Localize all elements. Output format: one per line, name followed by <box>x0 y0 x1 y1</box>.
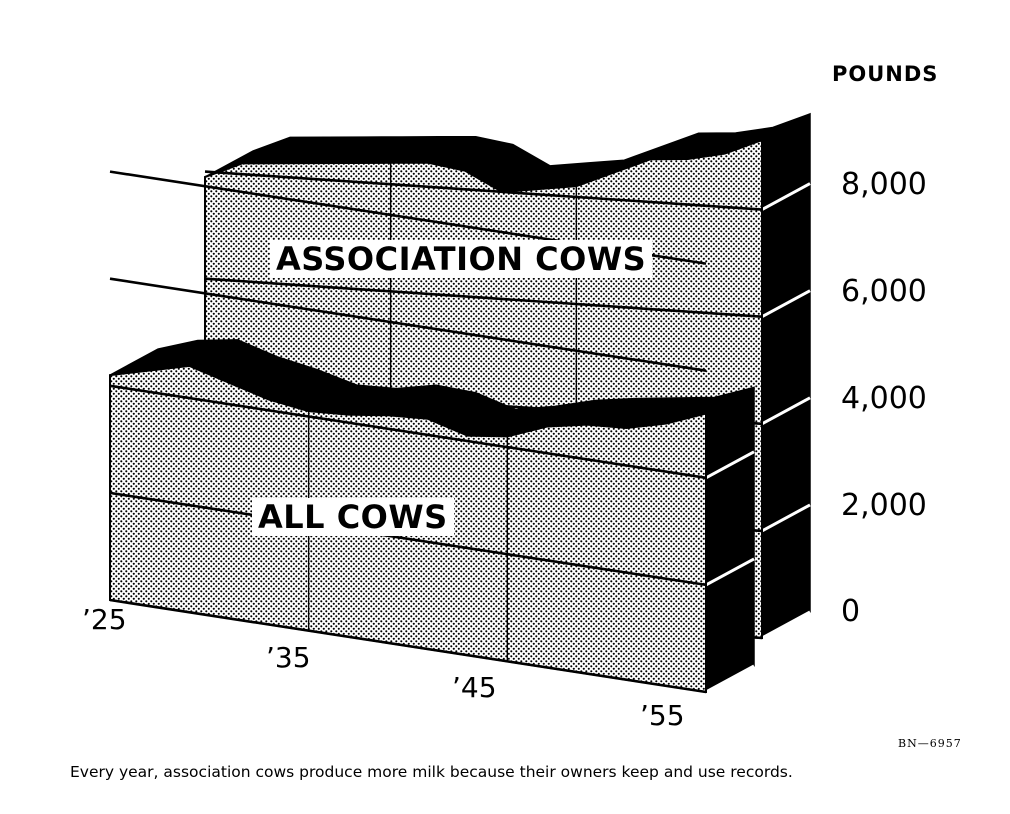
y-tick-label-8000: 8,000 <box>841 167 927 202</box>
gridline-6000-association-cows <box>204 277 763 318</box>
end-face-gridline-8000 <box>761 182 811 211</box>
end-face-gridline-2000 <box>705 557 755 587</box>
x-tick-label-1925: ’25 <box>82 603 127 636</box>
gridline-4000-all-cows <box>109 384 707 480</box>
gridline-8000-association-cows <box>204 170 763 211</box>
y-tick-label-6000: 6,000 <box>841 274 927 309</box>
end-face-gridline-0 <box>761 610 811 640</box>
figure-caption: Every year, association cows produce mor… <box>70 763 793 781</box>
gridline-0-all-cows <box>109 598 707 694</box>
end-face-gridline-0 <box>705 664 755 694</box>
y-tick-label-2000: 2,000 <box>841 488 927 523</box>
end-face-gridline-6000 <box>761 289 811 319</box>
x-tick-label-1935: ’35 <box>266 641 311 674</box>
series-label-all-cows: ALL COWS <box>252 498 454 536</box>
gridline-6000-all-cows <box>109 277 707 372</box>
end-face-gridline-2000 <box>761 503 811 533</box>
gridline-2000-all-cows <box>109 491 707 587</box>
figure-code: BN—6957 <box>898 737 962 750</box>
series-label-association-cows: ASSOCIATION COWS <box>270 240 653 278</box>
y-tick-label-0: 0 <box>841 594 861 629</box>
y-axis-unit-label: POUNDS <box>832 62 939 86</box>
x-tick-label-1945: ’45 <box>452 671 497 704</box>
end-face-all-cows <box>705 386 755 694</box>
x-tick-label-1955: ’55 <box>640 699 685 732</box>
end-face-gridline-4000 <box>705 450 755 480</box>
end-face-association-cows <box>761 112 811 640</box>
y-tick-label-4000: 4,000 <box>841 381 927 416</box>
end-face-gridline-4000 <box>761 396 811 426</box>
